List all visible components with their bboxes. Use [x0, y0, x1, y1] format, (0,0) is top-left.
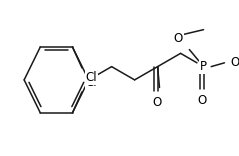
Text: O: O	[230, 56, 239, 69]
Text: P: P	[200, 60, 207, 73]
Text: Cl: Cl	[86, 76, 97, 89]
Text: Cl: Cl	[86, 71, 97, 84]
Text: O: O	[173, 32, 183, 45]
Text: O: O	[197, 94, 206, 107]
Text: O: O	[152, 96, 161, 109]
